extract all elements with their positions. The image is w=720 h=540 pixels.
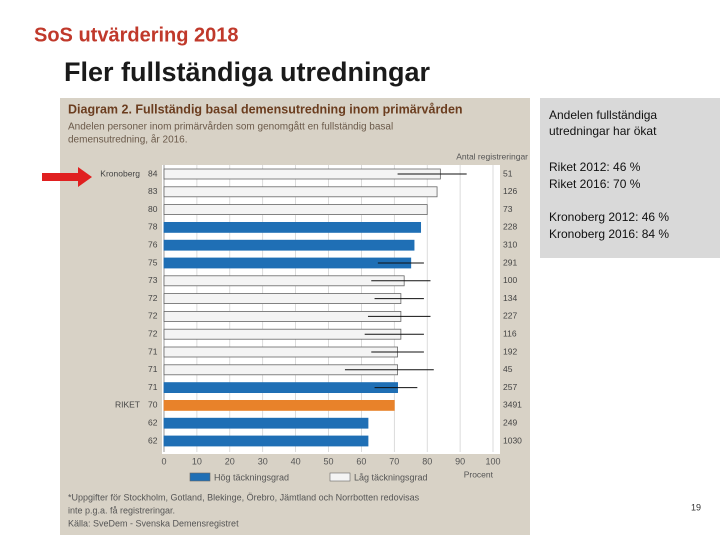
bar xyxy=(163,382,398,394)
registrations: 291 xyxy=(503,257,517,267)
y-tick-label: RIKET xyxy=(115,400,140,410)
registrations: 73 xyxy=(503,204,513,214)
registrations: 116 xyxy=(503,328,517,338)
registrations: 192 xyxy=(503,346,517,356)
value-label: 78 xyxy=(148,222,158,232)
x-tick-label: 10 xyxy=(192,456,202,466)
value-label: 72 xyxy=(148,311,158,321)
x-tick-label: 60 xyxy=(356,456,366,466)
value-label: 71 xyxy=(148,364,158,374)
x-tick-label: 70 xyxy=(389,456,399,466)
registrations: 227 xyxy=(503,311,517,321)
side-line: Kronoberg 2012: 46 % xyxy=(549,210,669,224)
y-tick-label: Kronoberg xyxy=(100,168,140,178)
footnote: Källa: SveDem - Svenska Demensregistret xyxy=(68,518,239,528)
value-label: 76 xyxy=(148,239,158,249)
x-tick-label: 0 xyxy=(161,456,166,466)
bar xyxy=(163,204,428,216)
value-label: 70 xyxy=(148,400,158,410)
legend-label: Låg täckningsgrad xyxy=(354,472,428,482)
side-line: Kronoberg 2016: 84 % xyxy=(549,227,669,241)
value-label: 71 xyxy=(148,346,158,356)
x-tick-label: 20 xyxy=(225,456,235,466)
footnote: *Uppgifter för Stockholm, Gotland, Bleki… xyxy=(68,492,420,502)
bar xyxy=(163,310,402,322)
registrations: 134 xyxy=(503,293,517,303)
registrations: 45 xyxy=(503,364,513,374)
arrow xyxy=(42,167,92,187)
x-tick-label: 100 xyxy=(485,456,500,466)
value-label: 72 xyxy=(148,293,158,303)
chart-subtitle: demensutredning, år 2016. xyxy=(68,134,188,146)
bar xyxy=(163,293,402,305)
slide-title: Fler fullständiga utredningar xyxy=(64,57,431,87)
value-label: 62 xyxy=(148,417,158,427)
side-box xyxy=(540,98,720,258)
value-label: 73 xyxy=(148,275,158,285)
registrations: 3491 xyxy=(503,400,522,410)
chart-title: Diagram 2. Fullständig basal demensutred… xyxy=(68,102,463,116)
registrations: 249 xyxy=(503,417,517,427)
value-label: 75 xyxy=(148,257,158,267)
value-label: 83 xyxy=(148,186,158,196)
bar xyxy=(163,399,395,411)
value-label: 84 xyxy=(148,168,158,178)
bar xyxy=(163,346,398,358)
bar xyxy=(163,239,415,251)
bar xyxy=(163,221,422,233)
x-tick-label: 30 xyxy=(258,456,268,466)
x-axis-label: Procent xyxy=(464,469,494,479)
legend-swatch xyxy=(329,472,351,482)
bar xyxy=(163,186,438,198)
x-tick-label: 50 xyxy=(323,456,333,466)
value-label: 72 xyxy=(148,328,158,338)
registrations: 100 xyxy=(503,275,517,285)
page-number: 19 xyxy=(691,502,701,512)
side-line: Riket 2016: 70 % xyxy=(549,177,641,191)
legend-label: Hög täckningsgrad xyxy=(214,472,289,482)
registrations: 257 xyxy=(503,382,517,392)
logo: SoS utvärdering 2018 xyxy=(34,24,239,46)
bar xyxy=(163,435,369,447)
x-tick-label: 80 xyxy=(422,456,432,466)
value-label: 62 xyxy=(148,435,158,445)
registrations: 1030 xyxy=(503,435,522,445)
legend-swatch xyxy=(189,472,211,482)
chart-subtitle: Andelen personer inom primärvården som g… xyxy=(68,121,393,133)
side-line: Riket 2012: 46 % xyxy=(549,160,641,174)
value-label: 71 xyxy=(148,382,158,392)
x-tick-label: 90 xyxy=(455,456,465,466)
registrations: 126 xyxy=(503,186,517,196)
registrations: 51 xyxy=(503,168,513,178)
registrations: 228 xyxy=(503,222,517,232)
bar xyxy=(163,417,369,429)
x-tick-label: 40 xyxy=(291,456,301,466)
footnote: inte p.g.a. få registreringar. xyxy=(68,505,175,515)
registrations-header: Antal registreringar xyxy=(456,151,528,161)
registrations: 310 xyxy=(503,239,517,249)
bar xyxy=(163,275,405,287)
side-heading: Andelen fullständiga utredningar har ökat xyxy=(549,108,657,138)
value-label: 80 xyxy=(148,204,158,214)
bar xyxy=(163,257,412,269)
